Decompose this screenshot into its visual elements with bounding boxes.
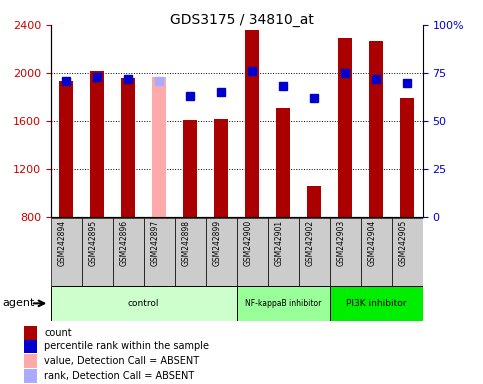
Bar [206,218,237,286]
Bar [59,81,73,217]
Text: GSM242894: GSM242894 [57,220,66,266]
Bar [113,218,144,286]
Bar [51,286,237,321]
Text: GSM242898: GSM242898 [181,220,190,266]
Text: GSM242902: GSM242902 [305,220,314,266]
Text: GDS3175 / 34810_at: GDS3175 / 34810_at [170,13,313,27]
Bar [24,369,37,383]
Text: GSM242904: GSM242904 [367,220,376,266]
Bar [183,120,197,217]
Bar [144,218,175,286]
Bar [400,98,414,217]
Text: GSM242899: GSM242899 [212,220,221,266]
Bar [237,218,268,286]
Bar [369,41,383,217]
Bar [329,286,423,321]
Text: control: control [128,299,159,308]
Bar [24,354,37,368]
Bar [276,108,290,217]
Bar [214,119,228,217]
Bar [237,286,330,321]
Text: GSM242903: GSM242903 [336,220,345,266]
Text: GSM242900: GSM242900 [243,220,252,266]
Text: count: count [44,328,71,338]
Text: GSM242905: GSM242905 [398,220,407,266]
Text: percentile rank within the sample: percentile rank within the sample [44,341,209,351]
Bar [152,76,166,217]
Text: PI3K inhibitor: PI3K inhibitor [346,299,406,308]
Text: agent: agent [2,298,35,308]
Bar [245,30,259,217]
Bar [90,71,104,217]
Bar [307,186,321,217]
Text: GSM242896: GSM242896 [119,220,128,266]
Bar [175,218,206,286]
Bar [82,218,113,286]
Bar [298,218,329,286]
Bar [361,218,392,286]
Text: value, Detection Call = ABSENT: value, Detection Call = ABSENT [44,356,199,366]
Text: rank, Detection Call = ABSENT: rank, Detection Call = ABSENT [44,371,194,381]
Bar [338,38,352,217]
Text: GSM242897: GSM242897 [150,220,159,266]
Text: GSM242895: GSM242895 [88,220,97,266]
Text: NF-kappaB inhibitor: NF-kappaB inhibitor [245,299,321,308]
Text: GSM242901: GSM242901 [274,220,283,266]
Bar [24,339,37,353]
Bar [121,78,135,217]
Bar [24,326,37,339]
Bar [268,218,298,286]
Bar [51,218,82,286]
Bar [392,218,423,286]
Bar [329,218,361,286]
